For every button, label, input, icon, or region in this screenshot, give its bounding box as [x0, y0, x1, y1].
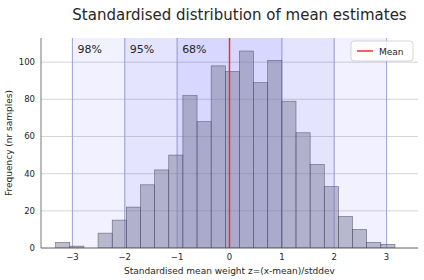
mean-line	[229, 38, 231, 248]
legend-swatch	[357, 50, 373, 52]
band-label: 68%	[182, 43, 206, 56]
histogram-bar	[112, 220, 126, 248]
y-tick-label: 40	[24, 169, 35, 179]
histogram-bar	[126, 207, 140, 248]
y-grid	[41, 248, 418, 249]
x-tick-label: −1	[171, 252, 184, 262]
histogram-bar	[98, 233, 112, 248]
y-tick-label: 80	[24, 94, 35, 104]
histogram-bar	[310, 164, 324, 248]
histogram-bar	[169, 155, 183, 248]
histogram-bar	[239, 51, 253, 248]
x-axis	[41, 248, 418, 249]
x-grid	[229, 38, 230, 248]
x-grid	[124, 38, 125, 248]
histogram-bar	[140, 185, 154, 248]
histogram-bar	[296, 133, 310, 248]
x-axis-label: Standardised mean weight z=(x-mean)/stdd…	[124, 266, 335, 276]
band	[72, 38, 386, 248]
x-tick-label: −2	[119, 252, 132, 262]
y-tick-label: 60	[24, 131, 35, 141]
histogram-bar	[254, 83, 268, 248]
histogram-bar	[381, 244, 395, 248]
y-axis-label: Frequency (nr samples)	[4, 90, 14, 196]
histogram-bar	[268, 60, 282, 248]
histogram-bar	[324, 187, 338, 248]
title: Standardised distribution of mean estima…	[72, 6, 407, 24]
histogram-bar	[225, 71, 239, 248]
band-edge	[386, 38, 387, 248]
histogram-bar	[183, 96, 197, 248]
histogram-bar	[197, 122, 211, 248]
histogram-bar	[56, 242, 70, 248]
histogram-bar	[338, 216, 352, 248]
y-tick-label: 0	[30, 243, 35, 253]
x-grid	[386, 38, 387, 248]
band-label: 95%	[130, 43, 154, 56]
y-axis	[41, 38, 42, 248]
band-label: 98%	[77, 43, 101, 56]
plot-area	[56, 38, 395, 248]
histogram-bar	[353, 229, 367, 248]
band-edge	[72, 38, 73, 248]
x-grid	[72, 38, 73, 248]
x-tick-label: 0	[227, 252, 232, 262]
legend: Mean	[351, 41, 413, 61]
chart: Standardised distribution of mean estima…	[0, 0, 424, 280]
histogram-bar	[155, 170, 169, 248]
histogram-bar	[211, 66, 225, 248]
band-edge	[124, 38, 125, 248]
histogram-bar	[367, 242, 381, 248]
legend-box	[351, 41, 413, 61]
y-tick-label: 100	[19, 57, 35, 67]
x-tick-label: 1	[279, 252, 284, 262]
y-tick-label: 20	[24, 206, 35, 216]
legend-label: Mean	[379, 47, 404, 57]
histogram-bar	[282, 101, 296, 248]
band	[125, 38, 334, 248]
x-tick-label: −3	[66, 252, 79, 262]
x-tick-label: 3	[384, 252, 389, 262]
x-tick-label: 2	[332, 252, 337, 262]
band	[177, 38, 282, 248]
